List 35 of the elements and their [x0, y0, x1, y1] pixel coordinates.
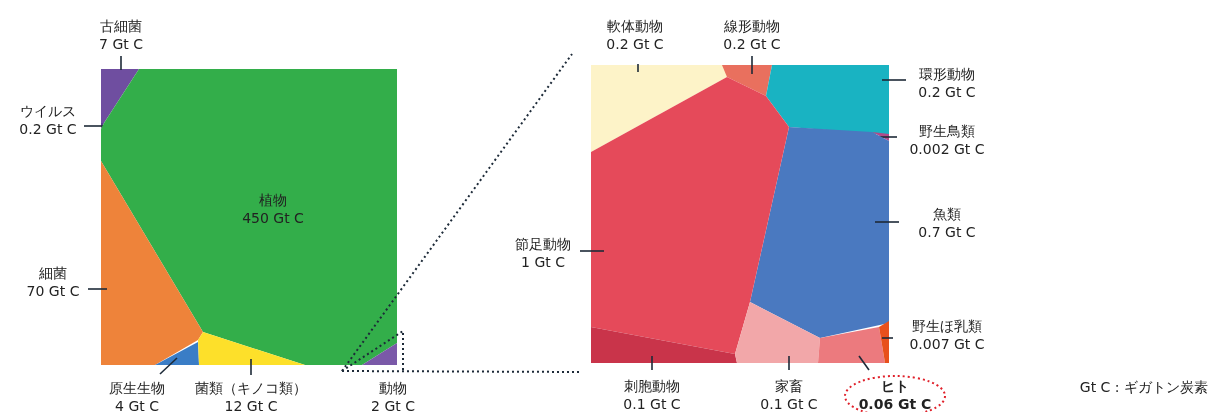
data-label: 0.2 Gt C: [723, 35, 781, 52]
category-label: ウイルス: [20, 102, 76, 119]
data-label: 0.2 Gt C: [606, 35, 664, 52]
data-label: 2 Gt C: [371, 397, 416, 412]
category-label: 魚類: [933, 205, 961, 222]
data-label: 70 Gt C: [26, 282, 80, 299]
category-label: 野生ほ乳類: [912, 317, 982, 334]
category-label: 植物: [259, 191, 287, 208]
text: Gt C : ギガトン炭素: [1079, 379, 1208, 395]
category-label: 節足動物: [515, 235, 571, 252]
category-label: 家畜: [775, 377, 803, 394]
data-label: 1 Gt C: [521, 253, 566, 270]
category-label: 線形動物: [723, 17, 780, 34]
category-label: 細菌: [38, 264, 67, 281]
category-label: 古細菌: [100, 17, 142, 34]
data-label: 0.2 Gt C: [918, 83, 976, 100]
category-label: 野生鳥類: [919, 122, 975, 139]
data-label: 0.7 Gt C: [918, 223, 976, 240]
category-label: 刺胞動物: [624, 377, 680, 394]
data-label: 450 Gt C: [242, 209, 305, 226]
data-label: 4 Gt C: [115, 397, 160, 412]
data-label: 0.002 Gt C: [909, 140, 985, 157]
category-label: 原生生物: [109, 379, 165, 396]
data-label: 0.1 Gt C: [623, 395, 681, 412]
category-label: 軟体動物: [607, 17, 663, 34]
category-label: 動物: [379, 379, 407, 396]
data-label: 12 Gt C: [224, 397, 278, 412]
data-label: 0.2 Gt C: [19, 120, 77, 137]
category-label: 菌類（キノコ類）: [195, 379, 307, 396]
category-label: 環形動物: [919, 65, 975, 82]
data-label: 7 Gt C: [99, 35, 144, 52]
data-label: 0.06 Gt C: [858, 395, 932, 412]
category-label: ヒト: [881, 377, 909, 394]
data-label: 0.1 Gt C: [760, 395, 818, 412]
data-label: 0.007 Gt C: [909, 335, 985, 352]
